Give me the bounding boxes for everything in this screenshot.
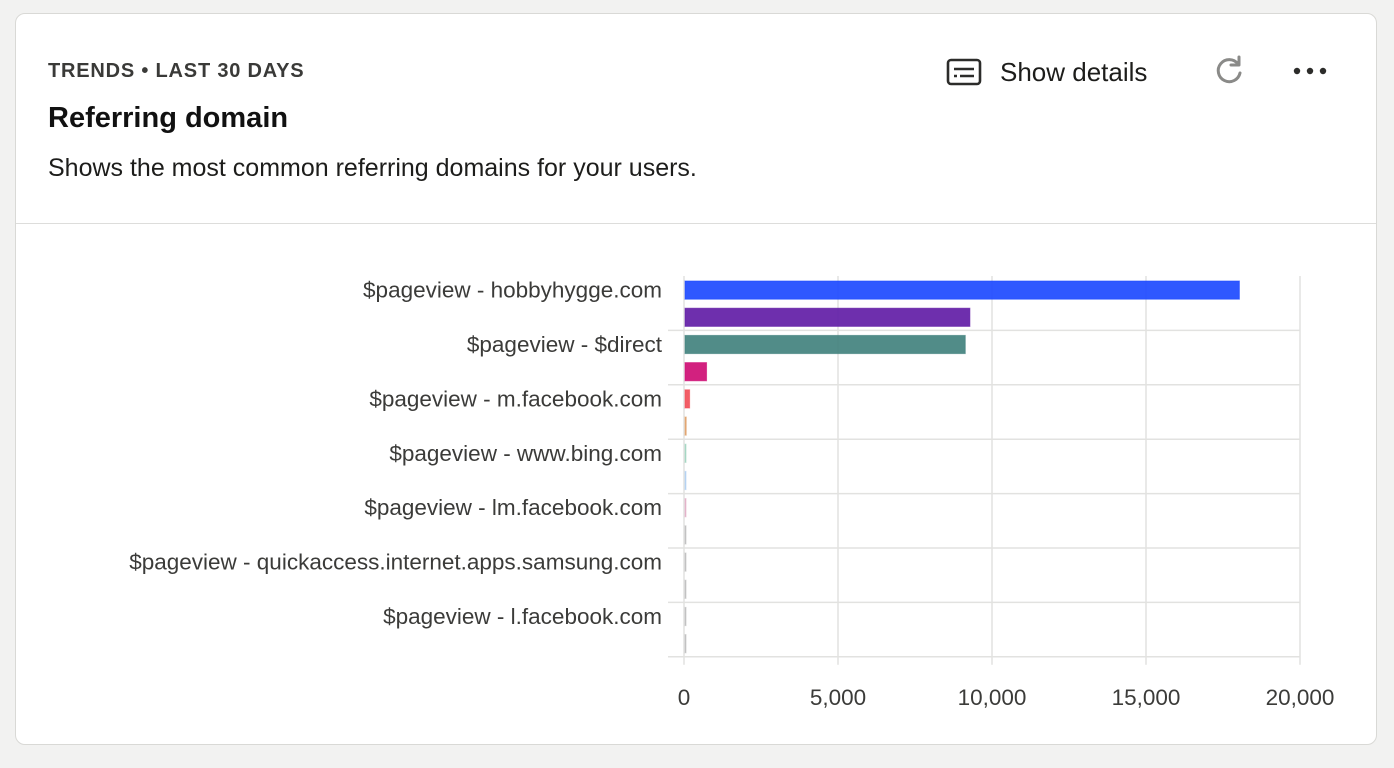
insight-title[interactable]: Referring domain bbox=[48, 102, 289, 134]
bar[interactable] bbox=[684, 634, 687, 654]
chart-area: $pageview - hobbyhygge.com $pageview - $d… bbox=[16, 224, 1376, 744]
bar[interactable] bbox=[684, 280, 1240, 300]
y-tick-label: $pageview - l.facebook.com bbox=[383, 604, 662, 629]
insight-description: Shows the most common referring domains … bbox=[48, 154, 697, 182]
bar[interactable] bbox=[684, 334, 966, 355]
x-tick-label: 20,000 bbox=[1266, 685, 1335, 710]
insight-card: TRENDS • LAST 30 DAYS Referring domain S… bbox=[15, 13, 1377, 745]
x-tick-label: 5,000 bbox=[810, 685, 866, 710]
y-tick-label: $pageview - m.facebook.com bbox=[369, 386, 662, 411]
refresh-icon[interactable] bbox=[1212, 54, 1246, 88]
card-header: TRENDS • LAST 30 DAYS Referring domain S… bbox=[16, 14, 1376, 224]
bar[interactable] bbox=[684, 498, 687, 518]
show-details-button[interactable]: Show details bbox=[946, 52, 1147, 92]
x-tick-label: 15,000 bbox=[1112, 685, 1181, 710]
bar[interactable] bbox=[684, 416, 687, 436]
x-tick-label: 10,000 bbox=[958, 685, 1027, 710]
y-tick-label: $pageview - www.bing.com bbox=[389, 441, 662, 466]
x-tick-label: 0 bbox=[678, 685, 691, 710]
y-tick-label: $pageview - quickaccess.internet.apps.sa… bbox=[129, 550, 662, 575]
y-tick-label: $pageview - $direct bbox=[467, 332, 663, 357]
bar[interactable] bbox=[684, 525, 687, 545]
y-tick-label: $pageview - hobbyhygge.com bbox=[363, 278, 662, 303]
bar[interactable] bbox=[684, 606, 687, 627]
bar[interactable] bbox=[684, 389, 691, 409]
subtitles-icon bbox=[946, 58, 982, 86]
show-details-label: Show details bbox=[1000, 56, 1148, 87]
bar[interactable] bbox=[684, 470, 687, 491]
insight-type-label: TRENDS • LAST 30 DAYS bbox=[48, 60, 305, 82]
bar[interactable] bbox=[684, 307, 971, 327]
bar-chart: $pageview - hobbyhygge.com $pageview - $d… bbox=[129, 276, 1335, 710]
bar[interactable] bbox=[684, 579, 687, 599]
more-horizontal-icon[interactable] bbox=[1290, 54, 1330, 88]
bar[interactable] bbox=[684, 362, 708, 382]
y-tick-label: $pageview - lm.facebook.com bbox=[364, 495, 662, 520]
bar[interactable] bbox=[684, 552, 687, 572]
bar[interactable] bbox=[684, 443, 687, 463]
